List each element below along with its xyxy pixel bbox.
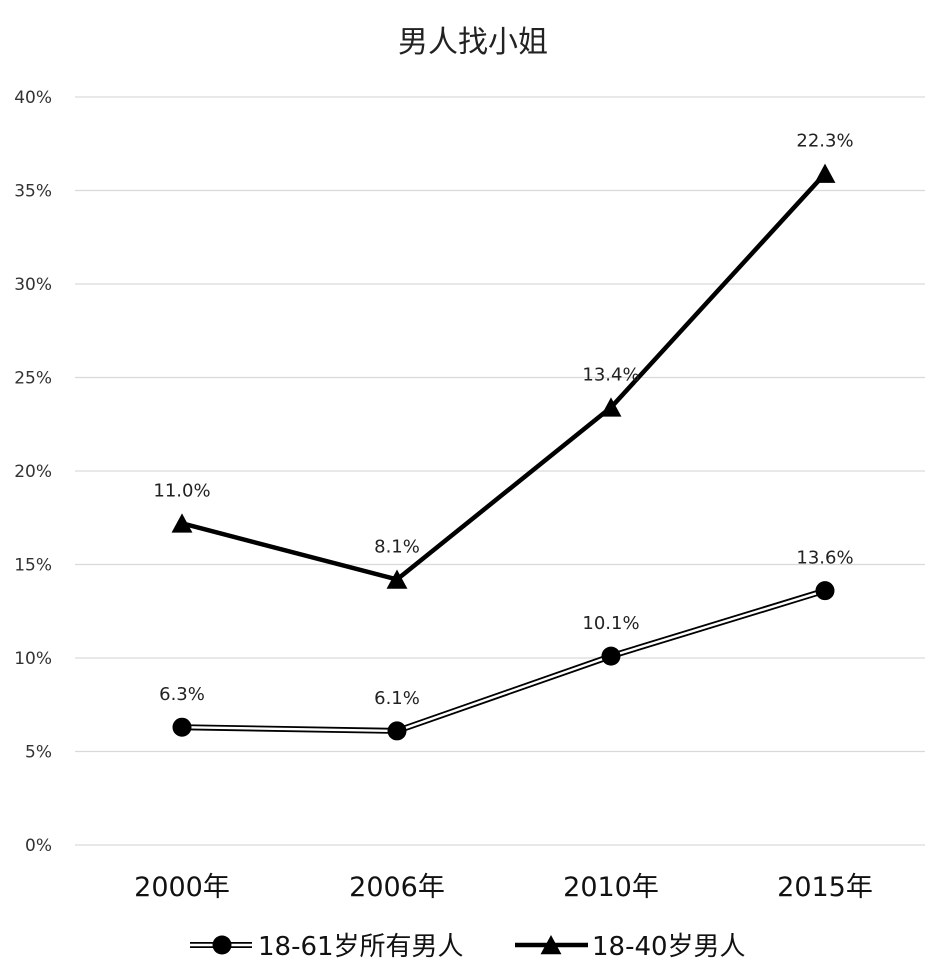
circle-marker — [815, 581, 835, 601]
y-tick-label: 20% — [14, 462, 52, 482]
legend-circle-marker — [212, 935, 232, 955]
x-tick-label: 2006年 — [349, 872, 445, 903]
legend-triangle-marker — [540, 935, 562, 955]
series-line-outer — [181, 587, 826, 734]
triangle-marker — [171, 513, 193, 533]
y-axis-ticks: 0% 5% 10% 15% 20% 25% 30% 35% 40% — [14, 88, 52, 856]
data-label: 13.6% — [796, 548, 853, 569]
series — [171, 163, 836, 741]
y-tick-label: 5% — [25, 743, 52, 763]
grid — [75, 96, 925, 846]
x-tick-label: 2000年 — [134, 872, 230, 903]
chart-title: 男人找小姐 — [398, 25, 548, 60]
data-label: 8.1% — [374, 536, 420, 557]
data-label: 22.3% — [796, 131, 853, 152]
y-tick-label: 25% — [14, 369, 52, 389]
y-tick-label: 30% — [14, 275, 52, 295]
y-tick-label: 15% — [14, 556, 52, 576]
legend: 18-61岁所有男人 18-40岁男人 — [190, 932, 746, 962]
data-labels: 6.3% 6.1% 10.1% 13.6% 11.0% 8.1% 13.4% 22.3% — [153, 131, 853, 709]
legend-label: 18-40岁男人 — [592, 932, 746, 962]
y-tick-label: 0% — [25, 836, 52, 856]
circle-marker — [172, 717, 192, 737]
series-line-inner — [181, 589, 826, 733]
x-axis-ticks: 2000年 2006年 2010年 2015年 — [134, 872, 873, 903]
y-tick-label: 40% — [14, 88, 52, 108]
data-label: 11.0% — [153, 480, 210, 501]
triangle-marker — [386, 569, 408, 589]
data-label: 13.4% — [582, 364, 639, 385]
data-label: 10.1% — [582, 613, 639, 634]
circle-marker — [387, 721, 407, 741]
triangle-marker — [814, 163, 836, 183]
x-tick-label: 2010年 — [563, 872, 659, 903]
legend-label: 18-61岁所有男人 — [258, 932, 464, 962]
y-tick-label: 10% — [14, 649, 52, 669]
y-tick-label: 35% — [14, 182, 52, 202]
series-line — [181, 172, 827, 582]
data-label: 6.3% — [159, 684, 205, 705]
circle-marker — [601, 646, 621, 666]
triangle-marker — [600, 397, 622, 417]
data-label: 6.1% — [374, 688, 420, 709]
x-tick-label: 2015年 — [777, 872, 873, 903]
